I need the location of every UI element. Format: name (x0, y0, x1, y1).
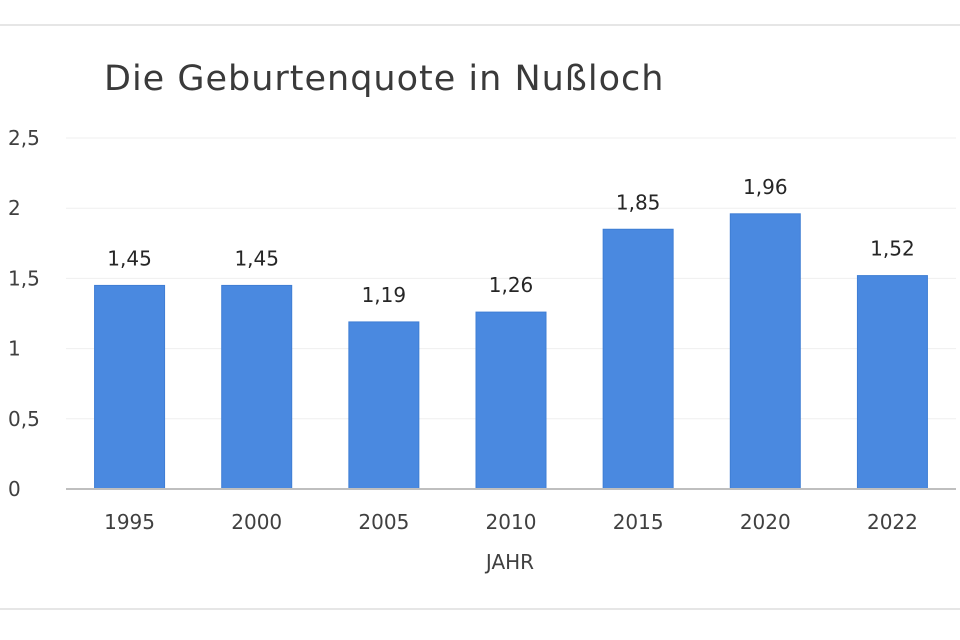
bar-1995 (94, 284, 166, 490)
data-label-2020: 1,96 (743, 175, 788, 199)
y-tick-label: 1 (8, 337, 21, 361)
y-tick-label: 1,5 (8, 266, 40, 290)
x-tick-label: 2022 (867, 510, 918, 534)
y-tick-label: 2,5 (8, 126, 40, 150)
x-tick-label: 2020 (740, 510, 791, 534)
x-tick-label: 2005 (358, 510, 409, 534)
bar-2010 (475, 311, 547, 490)
bar-2015 (602, 228, 674, 490)
bar-2005 (348, 321, 420, 490)
bar-2000 (221, 284, 293, 490)
data-label-1995: 1,45 (107, 246, 152, 270)
data-label-2000: 1,45 (234, 246, 279, 270)
bar-2022 (856, 275, 928, 490)
y-axis-ticks: 0 0,5 1 1,5 2 2,5 (8, 126, 40, 501)
chart-title: Die Geburtenquote in Nußloch (104, 59, 664, 99)
data-label-2015: 1,85 (616, 190, 661, 214)
data-labels: 1,45 1,45 1,19 1,26 1,85 1,96 1,52 (107, 175, 914, 307)
frame-top-divider (0, 24, 960, 26)
x-tick-label: 1995 (104, 510, 155, 534)
y-tick-label: 0 (8, 477, 21, 501)
data-label-2005: 1,19 (362, 283, 407, 307)
bars (94, 213, 928, 490)
y-tick-label: 2 (8, 196, 21, 220)
y-tick-label: 0,5 (8, 407, 40, 431)
x-tick-label: 2000 (231, 510, 282, 534)
frame-bottom-divider (0, 608, 960, 610)
x-tick-label: 2015 (613, 510, 664, 534)
bar-2020 (729, 213, 801, 490)
x-axis-label: JAHR (484, 550, 534, 574)
x-axis-ticks: 1995 2000 2005 2010 2015 2020 2022 (104, 510, 918, 534)
data-label-2010: 1,26 (489, 273, 534, 297)
x-tick-label: 2010 (486, 510, 537, 534)
data-label-2022: 1,52 (870, 237, 915, 261)
